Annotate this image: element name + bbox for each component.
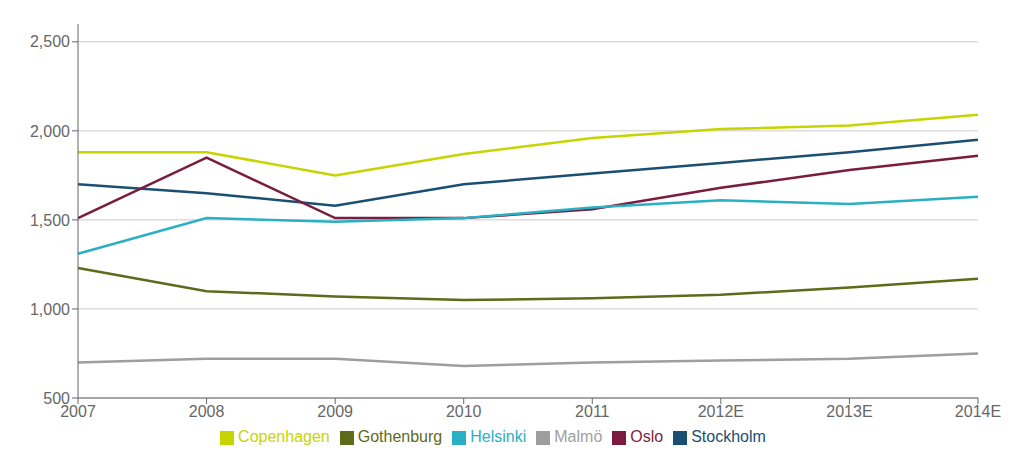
svg-text:2010: 2010 — [446, 403, 482, 420]
svg-text:2011: 2011 — [575, 403, 610, 420]
svg-text:500: 500 — [43, 390, 70, 407]
svg-text:2007: 2007 — [60, 403, 96, 421]
html-text:Gothenburg: Gothenburg — [357, 428, 443, 445]
svg-text:2014E: 2014E — [955, 403, 1001, 420]
svg-text:2008: 2008 — [189, 403, 225, 420]
svg-text:2009: 2009 — [317, 403, 353, 420]
svg-text:2,000: 2,000 — [30, 123, 70, 140]
html-text:Oslo: Oslo — [630, 428, 664, 445]
html-text:Copenhagen: Copenhagen — [238, 428, 330, 445]
html-text:Helsinki: Helsinki — [470, 428, 527, 445]
html-text:Malmö: Malmö — [554, 428, 603, 445]
svg-text:2012E: 2012E — [698, 403, 744, 420]
svg-text:1,500: 1,500 — [30, 212, 70, 229]
svg-text:2,500: 2,500 — [30, 33, 70, 50]
svg-text:2013E: 2013E — [826, 403, 872, 420]
html-text:Stockholm: Stockholm — [691, 428, 766, 445]
svg-text:1,000: 1,000 — [30, 301, 70, 318]
